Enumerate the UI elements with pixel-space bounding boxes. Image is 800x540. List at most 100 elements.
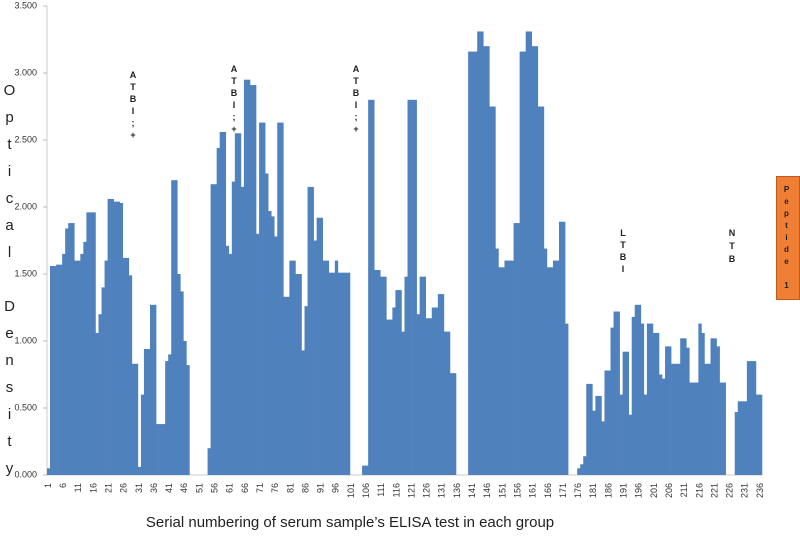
bar bbox=[562, 221, 566, 475]
bar bbox=[265, 173, 269, 475]
x-tick-label: 91 bbox=[316, 483, 326, 493]
bar bbox=[686, 347, 690, 475]
bar bbox=[50, 265, 54, 475]
bar bbox=[474, 51, 478, 476]
bar bbox=[213, 184, 217, 475]
bar bbox=[522, 51, 526, 476]
bar bbox=[328, 272, 333, 475]
bar bbox=[80, 253, 84, 475]
bar bbox=[449, 373, 454, 475]
x-tick-label: 131 bbox=[437, 483, 447, 498]
bar bbox=[98, 314, 102, 475]
bar bbox=[510, 260, 514, 475]
bar bbox=[301, 350, 305, 475]
bar bbox=[253, 85, 257, 475]
bar bbox=[683, 338, 687, 475]
x-tick-label: 221 bbox=[709, 483, 719, 498]
bar bbox=[616, 311, 620, 475]
bar bbox=[698, 323, 702, 475]
x-tick-label: 226 bbox=[725, 483, 735, 498]
chart: 0.000 0.500 1.000 1.500 2.000 2.500 3.000 3.500… bbox=[14, 0, 764, 498]
x-tick-label: 231 bbox=[740, 483, 750, 498]
bar bbox=[537, 106, 542, 475]
bar bbox=[74, 260, 78, 475]
bar bbox=[237, 133, 242, 476]
bar bbox=[695, 382, 699, 475]
x-tick-label: 26 bbox=[119, 483, 129, 493]
bar bbox=[680, 338, 684, 475]
x-tick-label: 181 bbox=[588, 483, 598, 498]
bar bbox=[428, 318, 433, 475]
x-tick-label: 111 bbox=[376, 483, 386, 497]
bar bbox=[298, 274, 302, 475]
bar bbox=[286, 296, 290, 475]
annotation: NTB bbox=[727, 228, 737, 267]
x-tick-label: 126 bbox=[422, 483, 432, 498]
bar bbox=[595, 395, 599, 475]
bar bbox=[592, 410, 596, 475]
bar bbox=[610, 327, 614, 475]
bar bbox=[640, 323, 645, 475]
x-tick-label: 56 bbox=[210, 483, 220, 493]
y-tick-label: 2.000 bbox=[14, 201, 37, 211]
bar bbox=[365, 465, 369, 475]
bar bbox=[713, 338, 717, 475]
bar bbox=[507, 260, 511, 475]
bar bbox=[137, 466, 142, 475]
bar bbox=[310, 186, 314, 475]
x-tick-label: 61 bbox=[225, 483, 235, 493]
bar bbox=[513, 223, 517, 475]
bar bbox=[180, 291, 184, 475]
y-tick-label: 0.000 bbox=[14, 469, 37, 479]
bar bbox=[601, 421, 605, 475]
bar bbox=[758, 394, 763, 475]
bar bbox=[501, 267, 505, 475]
x-tick-label: 141 bbox=[467, 483, 477, 498]
bar bbox=[319, 217, 323, 475]
bar bbox=[231, 181, 236, 476]
bar bbox=[440, 294, 445, 475]
bar bbox=[150, 304, 154, 475]
bar bbox=[53, 265, 57, 475]
bar bbox=[207, 448, 211, 475]
x-tick-label: 161 bbox=[528, 483, 538, 498]
x-tick-label: 36 bbox=[149, 483, 159, 493]
bar bbox=[59, 264, 63, 475]
x-tick-label: 156 bbox=[512, 483, 522, 498]
bar bbox=[322, 260, 327, 475]
bar bbox=[471, 51, 475, 476]
bar bbox=[289, 260, 293, 475]
bar bbox=[710, 338, 714, 475]
x-tick-label: 201 bbox=[649, 483, 659, 498]
bar bbox=[701, 332, 705, 475]
bar bbox=[156, 424, 160, 475]
x-tick-label: 206 bbox=[664, 483, 674, 498]
bar bbox=[222, 131, 227, 475]
bar bbox=[71, 223, 75, 475]
bar bbox=[159, 424, 163, 475]
bar bbox=[516, 223, 520, 475]
bar bbox=[95, 332, 99, 475]
bar bbox=[413, 99, 417, 476]
bar bbox=[577, 468, 581, 475]
bar bbox=[325, 260, 330, 475]
bar bbox=[489, 106, 493, 475]
bar bbox=[625, 351, 629, 475]
bar bbox=[443, 331, 448, 475]
bar bbox=[337, 272, 342, 475]
bar bbox=[92, 212, 96, 476]
bar bbox=[468, 51, 472, 476]
bar bbox=[722, 382, 726, 475]
bar bbox=[743, 401, 748, 475]
bar bbox=[62, 253, 66, 475]
bar bbox=[543, 248, 548, 475]
bar bbox=[604, 370, 608, 475]
side-label: Peptide 1 bbox=[782, 185, 791, 293]
bar bbox=[452, 373, 457, 475]
bar bbox=[316, 217, 320, 475]
bar bbox=[598, 395, 602, 475]
bar bbox=[162, 424, 166, 475]
bar bbox=[671, 363, 675, 475]
bar bbox=[268, 211, 272, 475]
bar bbox=[425, 318, 430, 475]
